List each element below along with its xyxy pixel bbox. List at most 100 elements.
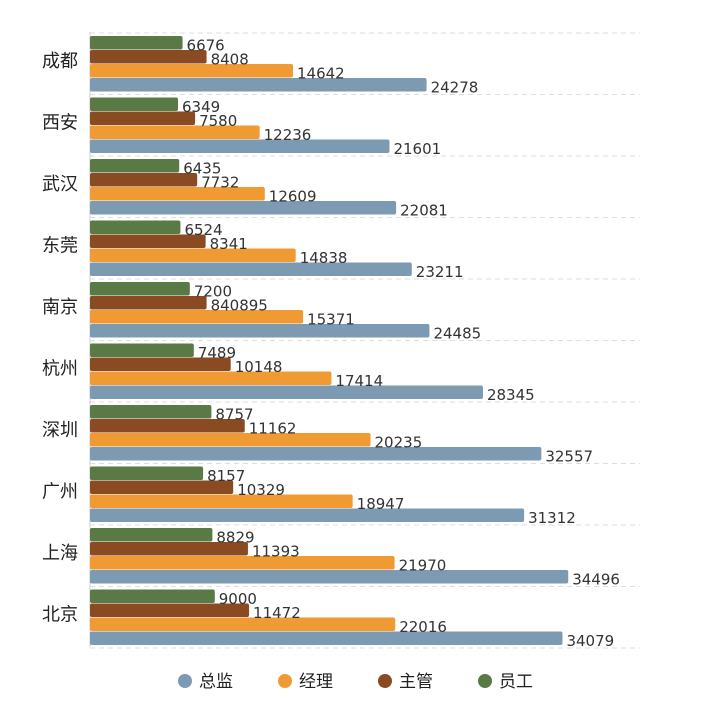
bar-主管 <box>90 357 231 371</box>
value-label: 14642 <box>297 65 345 83</box>
value-label: 10148 <box>235 358 283 376</box>
bar-员工 <box>90 466 204 480</box>
bar-主管 <box>90 173 198 187</box>
bar-经理 <box>90 187 265 201</box>
value-label: 22016 <box>399 618 447 636</box>
value-label: 24278 <box>431 79 479 97</box>
bar-员工 <box>90 528 213 542</box>
legend-label: 员工 <box>499 672 533 692</box>
legend-label: 主管 <box>399 672 433 692</box>
value-label: 7200 <box>194 283 232 301</box>
value-label: 11162 <box>249 420 297 438</box>
value-label: 34079 <box>566 632 614 650</box>
bar-经理 <box>90 125 260 139</box>
value-label: 24485 <box>433 325 481 343</box>
category-label: 南京 <box>42 297 78 318</box>
bar-总监 <box>90 570 569 584</box>
legend-marker <box>178 674 192 688</box>
value-label: 6435 <box>183 160 221 178</box>
bars <box>90 36 569 645</box>
value-label: 7489 <box>198 344 236 362</box>
bar-经理 <box>90 494 353 508</box>
value-label: 11472 <box>253 604 301 622</box>
value-label: 17414 <box>335 372 383 390</box>
value-label: 18947 <box>357 495 405 513</box>
value-label: 31312 <box>528 509 576 527</box>
value-label: 21601 <box>393 140 441 158</box>
value-label: 8341 <box>210 235 248 253</box>
bar-经理 <box>90 433 371 447</box>
category-label: 北京 <box>42 605 78 626</box>
bar-员工 <box>90 343 194 357</box>
category-label: 广州 <box>42 482 78 503</box>
bar-主管 <box>90 234 206 248</box>
bar-主管 <box>90 542 248 556</box>
bar-经理 <box>90 310 304 324</box>
value-label: 8157 <box>207 467 245 485</box>
bar-总监 <box>90 385 483 399</box>
grid-lines <box>89 32 640 649</box>
bar-员工 <box>90 159 180 173</box>
bar-经理 <box>90 371 332 385</box>
category-label: 西安 <box>42 113 78 134</box>
legend-marker <box>478 674 492 688</box>
bar-主管 <box>90 111 196 125</box>
value-label: 7732 <box>201 174 239 192</box>
bar-总监 <box>90 139 390 153</box>
value-label: 840895 <box>211 297 268 315</box>
category-label: 武汉 <box>42 174 78 195</box>
bar-总监 <box>90 201 397 215</box>
bar-主管 <box>90 419 245 433</box>
category-label: 东莞 <box>42 236 78 257</box>
value-label: 12609 <box>269 188 317 206</box>
value-label: 28345 <box>487 386 535 404</box>
legend-marker <box>278 674 292 688</box>
bar-经理 <box>90 556 395 570</box>
value-label: 12236 <box>264 126 312 144</box>
value-label: 8829 <box>216 529 254 547</box>
value-label: 14838 <box>300 249 348 267</box>
bar-经理 <box>90 248 296 262</box>
bar-员工 <box>90 589 215 603</box>
value-label: 6349 <box>182 98 220 116</box>
value-label: 11393 <box>252 543 300 561</box>
value-label: 23211 <box>416 263 464 281</box>
bar-员工 <box>90 405 212 419</box>
bar-主管 <box>90 603 250 617</box>
bar-员工 <box>90 36 183 50</box>
legend-label: 经理 <box>299 672 333 692</box>
category-label: 上海 <box>42 543 78 564</box>
value-label: 10329 <box>237 481 285 499</box>
value-label: 8757 <box>215 406 253 424</box>
value-label: 21970 <box>399 557 447 575</box>
value-label: 9000 <box>219 590 257 608</box>
category-label: 深圳 <box>42 420 78 441</box>
bar-总监 <box>90 508 525 522</box>
value-label: 22081 <box>400 202 448 220</box>
bar-经理 <box>90 64 293 78</box>
bar-主管 <box>90 50 207 64</box>
legend-label: 总监 <box>199 672 233 692</box>
legend: 总监 经理 主管 员工 <box>178 672 533 692</box>
bar-经理 <box>90 617 396 631</box>
value-label: 6524 <box>184 221 222 239</box>
value-label: 6676 <box>187 37 225 55</box>
value-label: 34496 <box>572 571 620 589</box>
bar-主管 <box>90 480 234 494</box>
bar-员工 <box>90 282 190 296</box>
value-label: 20235 <box>375 434 423 452</box>
category-label: 杭州 <box>42 359 78 380</box>
category-label: 成都 <box>42 51 78 72</box>
bar-员工 <box>90 97 179 111</box>
value-label: 32557 <box>545 448 593 466</box>
bar-总监 <box>90 631 563 645</box>
legend-marker <box>378 674 392 688</box>
bar-总监 <box>90 262 412 276</box>
value-label: 7580 <box>199 112 237 130</box>
bar-总监 <box>90 324 430 338</box>
bar-员工 <box>90 220 181 234</box>
bar-总监 <box>90 78 427 92</box>
